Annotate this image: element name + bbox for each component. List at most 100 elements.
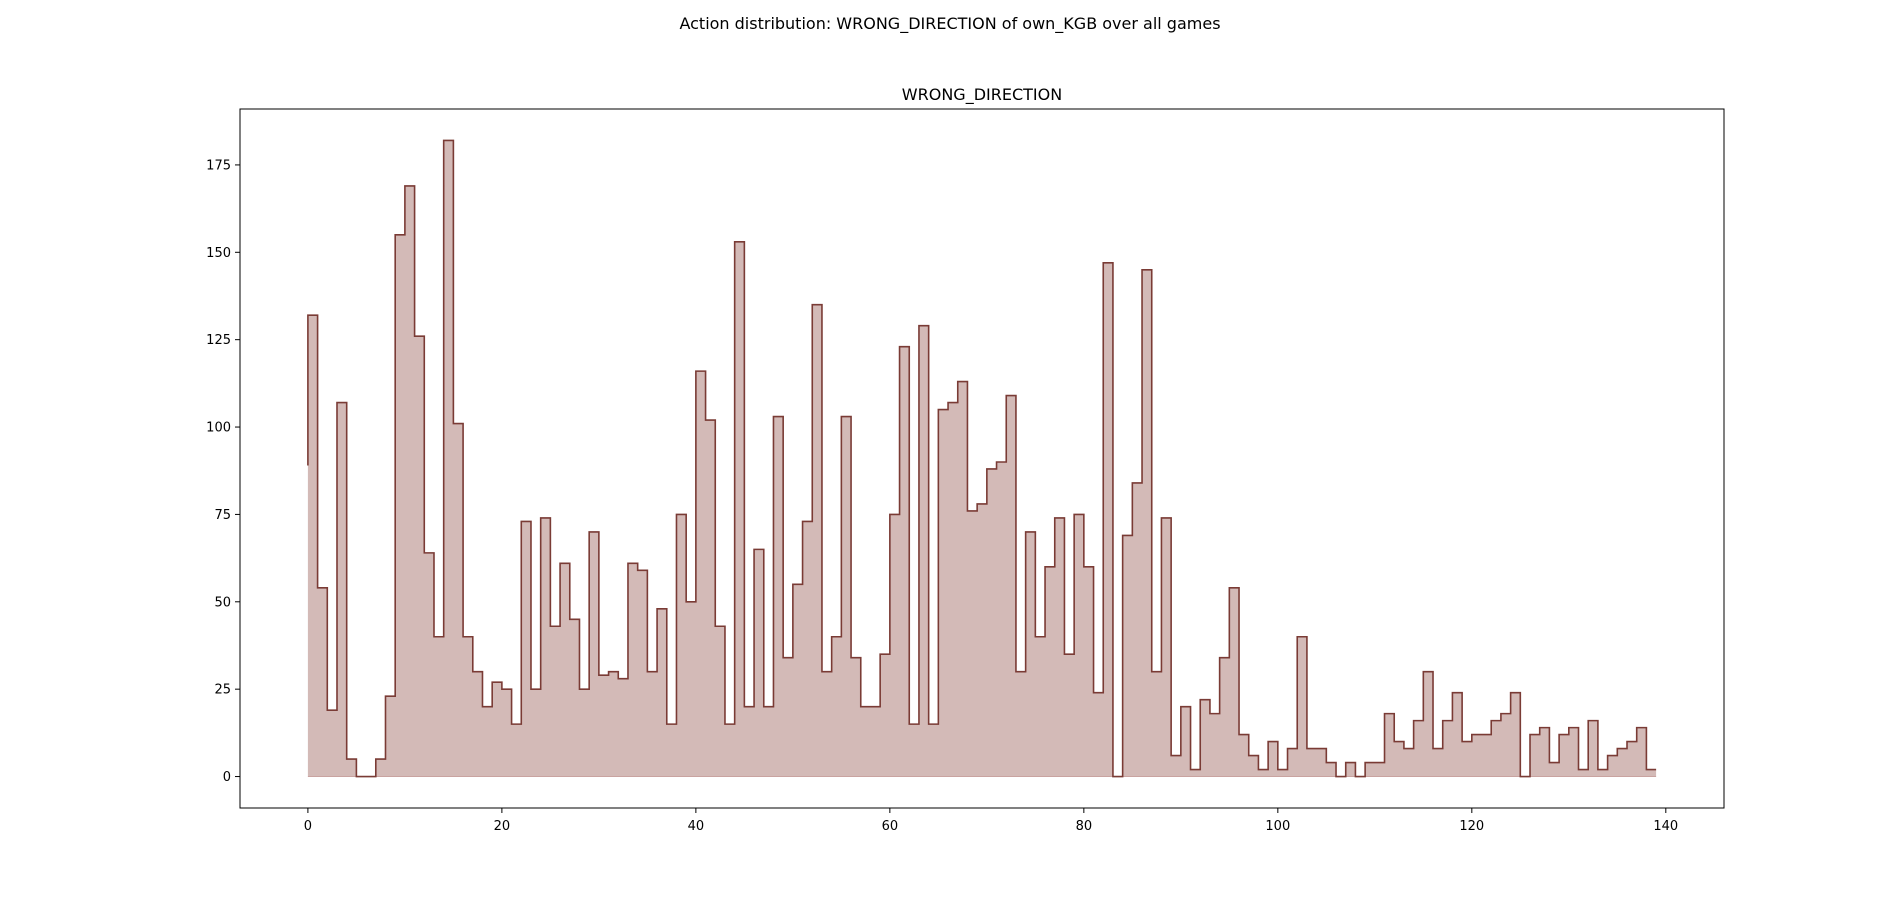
bin-mark (502, 689, 512, 776)
bin-mark (1608, 756, 1618, 777)
bin-mark (1268, 742, 1278, 777)
bin-mark (997, 462, 1007, 777)
bin-mark (1288, 749, 1298, 777)
bin-mark (1258, 770, 1268, 777)
y-tick-label: 75 (214, 508, 231, 523)
bin-mark (628, 563, 638, 776)
bin-mark (1035, 637, 1045, 777)
bin-mark (1588, 721, 1598, 777)
bin-mark (482, 707, 492, 777)
bin-mark (1540, 728, 1550, 777)
bin-mark (744, 707, 754, 777)
bin-mark (1423, 672, 1433, 777)
bin-mark (638, 570, 648, 776)
bin-mark (987, 469, 997, 777)
x-tick-label: 140 (1653, 819, 1678, 834)
bin-mark (1491, 721, 1501, 777)
bin-mark (1103, 263, 1113, 777)
bin-mark (308, 315, 318, 776)
bin-mark (1598, 770, 1608, 777)
y-tick-label: 100 (206, 421, 231, 436)
bin-mark (1559, 735, 1569, 777)
bin-mark (376, 759, 386, 776)
bin-mark (1210, 714, 1220, 777)
bin-mark (1200, 700, 1210, 777)
bin-mark (1161, 518, 1171, 777)
bin-mark (405, 186, 415, 777)
bin-mark (657, 609, 667, 777)
bin-mark (337, 403, 347, 777)
bin-mark (1637, 728, 1647, 777)
bin-mark (1084, 567, 1094, 777)
bin-mark (599, 675, 609, 776)
bin-mark (1297, 637, 1307, 777)
bin-mark (832, 637, 842, 777)
bin-mark (1074, 514, 1084, 776)
bin-mark (1181, 707, 1191, 777)
bin-mark (841, 417, 851, 777)
x-tick-label: 100 (1265, 819, 1290, 834)
bin-mark (1472, 735, 1482, 777)
bin-mark (1452, 693, 1462, 777)
bin-mark (764, 707, 774, 777)
bin-mark (1404, 749, 1414, 777)
bin-mark (1055, 518, 1065, 777)
y-tick-label: 50 (214, 595, 231, 610)
bin-mark (822, 672, 832, 777)
bin-mark (1278, 770, 1288, 777)
bin-mark (1433, 749, 1443, 777)
bin-mark (385, 696, 395, 776)
bin-mark (1229, 588, 1239, 777)
bin-mark (706, 420, 716, 776)
y-tick-label: 150 (206, 246, 231, 261)
bin-mark (1191, 770, 1201, 777)
bin-mark (1501, 714, 1511, 777)
bin-mark (1307, 749, 1317, 777)
bin-mark (773, 417, 783, 777)
bin-mark (395, 235, 405, 777)
bin-mark (1443, 721, 1453, 777)
bin-mark (1026, 532, 1036, 777)
bin-mark (880, 654, 890, 776)
bin-mark (589, 532, 599, 777)
x-tick-label: 60 (882, 819, 899, 834)
figure-suptitle: Action distribution: WRONG_DIRECTION of … (679, 14, 1221, 33)
bin-mark (667, 724, 677, 776)
bin-mark (415, 336, 425, 776)
bin-mark (1627, 742, 1637, 777)
bin-mark (686, 602, 696, 777)
bin-mark (676, 514, 686, 776)
series-step-line (307, 139, 1657, 778)
bin-mark (958, 382, 968, 777)
bin-mark (1569, 728, 1579, 777)
bin-mark (696, 371, 706, 776)
chart-title: WRONG_DIRECTION (902, 85, 1062, 105)
bin-mark (434, 637, 444, 777)
bin-mark (318, 588, 328, 777)
bin-mark (793, 584, 803, 776)
bin-mark (977, 504, 987, 777)
bin-mark (851, 658, 861, 777)
bin-mark (609, 672, 619, 777)
bin-mark (1094, 693, 1104, 777)
y-tick-label: 175 (206, 158, 231, 173)
bin-mark (870, 707, 880, 777)
bin-mark (647, 672, 657, 777)
bin-mark (1394, 742, 1404, 777)
bin-mark (1462, 742, 1472, 777)
series-layer (307, 139, 1657, 778)
bin-mark (473, 672, 483, 777)
bin-mark (1239, 735, 1249, 777)
bin-mark (1579, 770, 1589, 777)
bin-mark (1064, 654, 1074, 776)
bin-mark (1617, 749, 1627, 777)
bin-mark (803, 521, 813, 776)
x-tick-label: 20 (494, 819, 511, 834)
area-fill (307, 140, 1657, 777)
bin-mark (1549, 763, 1559, 777)
bin-mark (570, 619, 580, 776)
bin-mark (1016, 672, 1026, 777)
bin-mark (1006, 396, 1016, 777)
bin-mark (1482, 735, 1492, 777)
